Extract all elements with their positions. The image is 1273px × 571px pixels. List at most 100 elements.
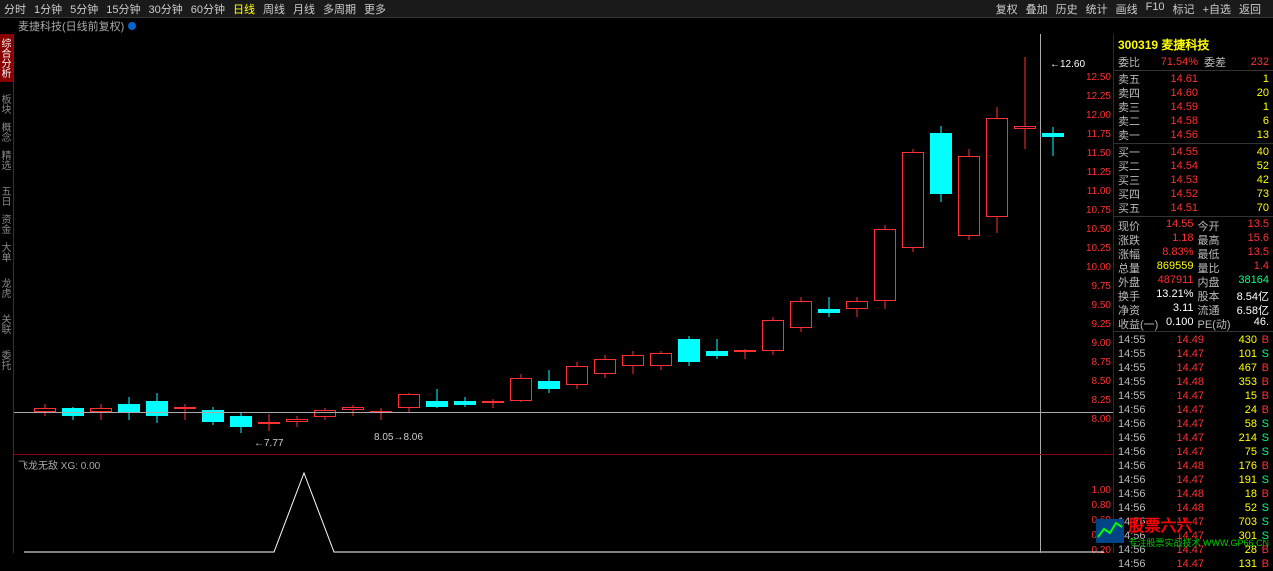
tool-+自选[interactable]: +自选 <box>1203 1 1231 17</box>
candle[interactable] <box>146 34 168 454</box>
candle[interactable] <box>1042 34 1064 454</box>
y-axis-label: 8.75 <box>1092 357 1111 368</box>
candlestick-chart[interactable]: 12.5012.2512.0011.7511.5011.2511.0010.75… <box>14 34 1113 454</box>
mid-price-tag: 8.05→8.06 <box>374 432 423 443</box>
timeframe-分时[interactable]: 分时 <box>4 1 26 17</box>
left-tab-12[interactable]: 关联 <box>0 310 13 338</box>
timeframe-更多[interactable]: 更多 <box>364 1 386 17</box>
timeframe-5分钟[interactable]: 5分钟 <box>70 1 98 17</box>
candle[interactable] <box>398 34 420 454</box>
candle[interactable] <box>286 34 308 454</box>
tool-F10[interactable]: F10 <box>1146 1 1165 17</box>
candle[interactable] <box>370 34 392 454</box>
timeframe-1分钟[interactable]: 1分钟 <box>34 1 62 17</box>
candle[interactable] <box>818 34 840 454</box>
candle[interactable] <box>258 34 280 454</box>
tool-叠加[interactable]: 叠加 <box>1026 1 1048 17</box>
candle[interactable] <box>958 34 980 454</box>
candle[interactable] <box>622 34 644 454</box>
left-tab-11[interactable] <box>0 302 13 310</box>
stat-row: 总量869559量比1.4 <box>1114 260 1273 274</box>
low-price-tag: ←7.77 <box>254 438 283 449</box>
candle[interactable] <box>930 34 952 454</box>
indicator-chart[interactable]: 飞龙无敌 XG: 0.00 1.000.800.600.400.20 <box>14 454 1113 553</box>
candle[interactable] <box>426 34 448 454</box>
left-tab-4[interactable]: 精选 <box>0 146 13 174</box>
candle[interactable] <box>678 34 700 454</box>
left-tab-13[interactable] <box>0 338 13 346</box>
candle[interactable] <box>1014 34 1036 454</box>
chart-area[interactable]: 12.5012.2512.0011.7511.5011.2511.0010.75… <box>14 34 1113 553</box>
left-tab-1[interactable] <box>0 82 13 90</box>
tick-row: 14:5514.48353B <box>1114 375 1273 389</box>
timeframe-周线[interactable]: 周线 <box>263 1 285 17</box>
y-axis-label: 10.75 <box>1086 205 1111 216</box>
logo-icon <box>1096 519 1124 543</box>
left-tab-9[interactable] <box>0 266 13 274</box>
left-tab-strip: 综合分析板块概念精选五日资金大单龙虎关联委托 <box>0 34 14 553</box>
stock-header: 300319 麦捷科技 <box>1114 34 1273 55</box>
candle[interactable] <box>706 34 728 454</box>
candle[interactable] <box>790 34 812 454</box>
candle[interactable] <box>34 34 56 454</box>
tool-历史[interactable]: 历史 <box>1056 1 1078 17</box>
candle[interactable] <box>734 34 756 454</box>
candle[interactable] <box>538 34 560 454</box>
candle[interactable] <box>902 34 924 454</box>
left-tab-0[interactable]: 综合分析 <box>0 34 13 82</box>
left-tab-6[interactable]: 五日 <box>0 182 13 210</box>
candle[interactable] <box>874 34 896 454</box>
candle[interactable] <box>174 34 196 454</box>
tool-返回[interactable]: 返回 <box>1239 1 1261 17</box>
left-tab-3[interactable]: 概念 <box>0 118 13 146</box>
timeframe-15分钟[interactable]: 15分钟 <box>106 1 140 17</box>
chart-subtitle: 麦捷科技(日线前复权) <box>0 18 1273 34</box>
stat-row: 涨跌1.18最高15.6 <box>1114 232 1273 246</box>
left-tab-2[interactable]: 板块 <box>0 90 13 118</box>
tick-row: 14:5614.4818B <box>1114 487 1273 501</box>
candle[interactable] <box>118 34 140 454</box>
timeframe-30分钟[interactable]: 30分钟 <box>149 1 183 17</box>
y-axis-label: 8.25 <box>1092 395 1111 406</box>
y-axis-label: 10.25 <box>1086 243 1111 254</box>
candle[interactable] <box>510 34 532 454</box>
timeframe-60分钟[interactable]: 60分钟 <box>191 1 225 17</box>
y-axis-label: 9.50 <box>1092 300 1111 311</box>
bid-row: 买四14.5273 <box>1114 187 1273 201</box>
candle[interactable] <box>90 34 112 454</box>
candle[interactable] <box>314 34 336 454</box>
tool-标记[interactable]: 标记 <box>1173 1 1195 17</box>
left-tab-5[interactable] <box>0 174 13 182</box>
candle[interactable] <box>594 34 616 454</box>
tool-画线[interactable]: 画线 <box>1116 1 1138 17</box>
candle[interactable] <box>762 34 784 454</box>
settings-dot-icon[interactable] <box>128 22 136 30</box>
left-tab-14[interactable]: 委托 <box>0 346 13 374</box>
y-axis-label: 11.50 <box>1087 148 1111 159</box>
watermark: 股票六六 专注股票实战技术 WWW.GP66.CN <box>1096 512 1269 549</box>
timeframe-多周期[interactable]: 多周期 <box>323 1 356 17</box>
candle[interactable] <box>482 34 504 454</box>
stat-row: 涨幅8.83%最低13.5 <box>1114 246 1273 260</box>
tool-统计[interactable]: 统计 <box>1086 1 1108 17</box>
candle[interactable] <box>566 34 588 454</box>
timeframe-月线[interactable]: 月线 <box>293 1 315 17</box>
candle[interactable] <box>202 34 224 454</box>
y-axis-label: 12.00 <box>1086 110 1111 121</box>
candle[interactable] <box>650 34 672 454</box>
candle[interactable] <box>342 34 364 454</box>
candle[interactable] <box>846 34 868 454</box>
timeframe-日线[interactable]: 日线 <box>233 1 255 17</box>
y-axis-label: 10.00 <box>1086 262 1111 273</box>
tool-复权[interactable]: 复权 <box>996 1 1018 17</box>
stat-row: 收益(一)0.100PE(动)46. <box>1114 316 1273 330</box>
left-tab-8[interactable]: 大单 <box>0 238 13 266</box>
candle[interactable] <box>454 34 476 454</box>
cursor-vline <box>1040 455 1041 553</box>
left-tab-7[interactable]: 资金 <box>0 210 13 238</box>
left-tab-10[interactable]: 龙虎 <box>0 274 13 302</box>
candle[interactable] <box>62 34 84 454</box>
candle[interactable] <box>230 34 252 454</box>
y-axis-label: 10.50 <box>1086 224 1111 235</box>
candle[interactable] <box>986 34 1008 454</box>
